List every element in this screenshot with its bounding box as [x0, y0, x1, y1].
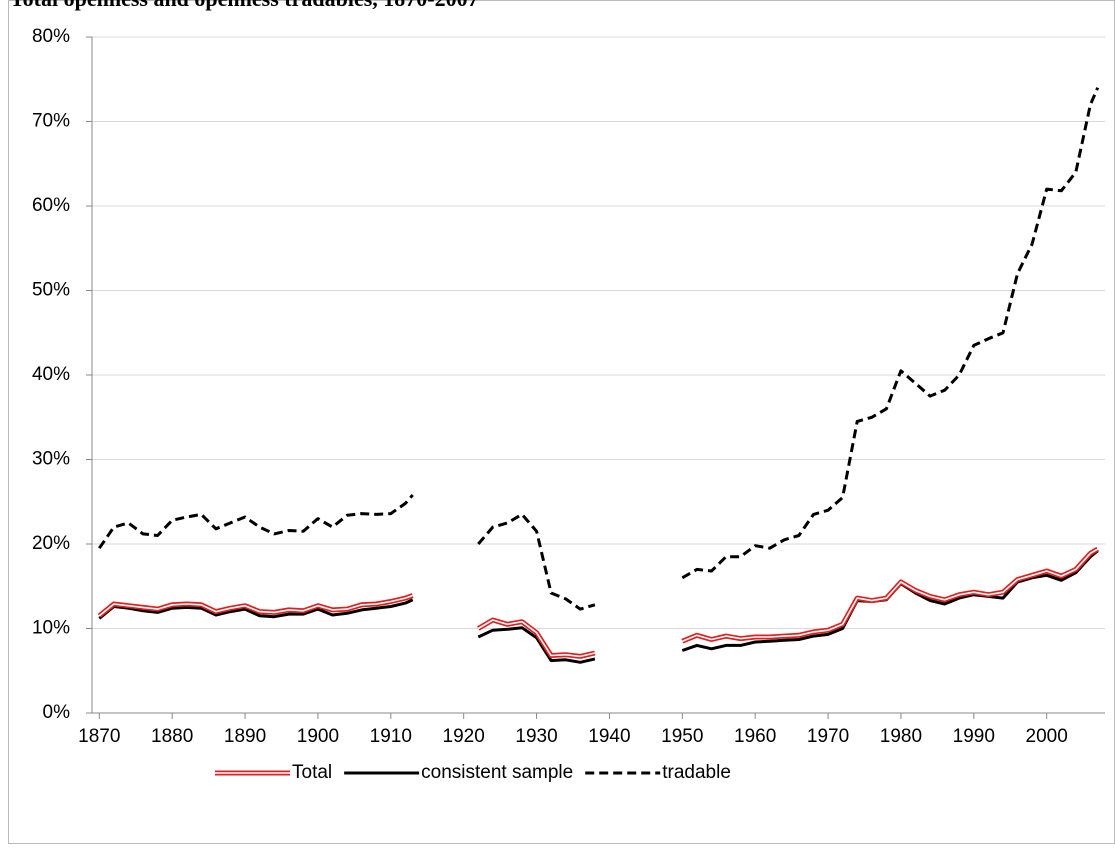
x-tick-label: 1880: [151, 726, 193, 747]
x-tick-label: 2000: [1026, 726, 1068, 747]
x-tick-label: 1870: [78, 726, 120, 747]
x-tick-label: 1970: [807, 726, 849, 747]
y-tick-label: 0%: [43, 702, 71, 723]
chart-border: [8, 0, 1115, 844]
y-tick-label: 30%: [32, 449, 70, 470]
y-tick-label: 60%: [32, 195, 70, 216]
x-tick-label: 1980: [880, 726, 922, 747]
legend-label: consistent sample: [421, 762, 573, 783]
y-tick-label: 20%: [32, 533, 70, 554]
x-tick-label: 1960: [734, 726, 776, 747]
x-tick-label: 1890: [224, 726, 266, 747]
x-tick-label: 1930: [515, 726, 557, 747]
y-tick-label: 40%: [32, 364, 70, 385]
y-tick-label: 50%: [32, 280, 70, 301]
x-tick-label: 1910: [370, 726, 412, 747]
x-tick-label: 1940: [588, 726, 630, 747]
y-tick-label: 80%: [32, 26, 70, 47]
series-line-inner: [98, 548, 1099, 658]
x-tick-label: 1990: [953, 726, 995, 747]
x-tick-label: 1950: [661, 726, 703, 747]
x-tick-label: 1900: [297, 726, 339, 747]
y-tick-label: 70%: [32, 111, 70, 132]
legend-label: tradable: [662, 762, 731, 783]
legend-label: Total: [292, 762, 332, 783]
x-tick-label: 1920: [443, 726, 485, 747]
y-tick-label: 10%: [32, 618, 70, 639]
chart-title: Total openness and openness tradables, 1…: [10, 0, 479, 11]
series-line: [98, 87, 1100, 611]
